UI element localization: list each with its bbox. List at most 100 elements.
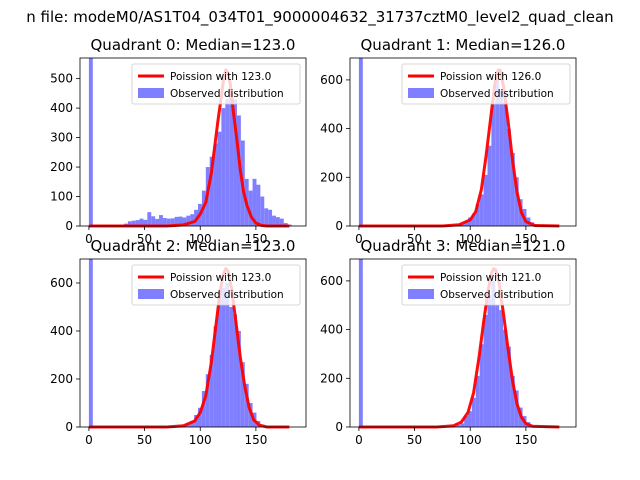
- histogram-bar: [229, 307, 234, 427]
- histogram-bar: [201, 391, 206, 427]
- histogram-bar: [279, 218, 284, 226]
- y-tick-label: 0: [335, 420, 343, 434]
- histogram-bar: [221, 287, 226, 427]
- histogram-bar: [209, 156, 214, 226]
- axes-frame: [79, 57, 307, 227]
- x-tick-label: 50: [137, 232, 152, 246]
- histogram-bar: [475, 204, 480, 226]
- histogram-bar: [499, 89, 504, 226]
- x-tick-label: 0: [85, 433, 93, 447]
- histogram-bar: [236, 331, 241, 427]
- histogram-bar: [205, 374, 210, 427]
- subplot-title: Quadrant 1: Median=126.0: [361, 36, 566, 54]
- histogram-bar: [213, 143, 218, 226]
- histogram-bar: [88, 259, 93, 427]
- y-tick-label: 600: [50, 276, 73, 290]
- subplot-quadrant-2: 0 50 100 150 0 200 400 600 Quadrant 2: Median=12…: [50, 237, 307, 447]
- histogram-bar: [131, 220, 136, 226]
- histogram-bar: [514, 177, 519, 226]
- histogram-bar: [503, 329, 507, 427]
- legend-label-observed: Observed distribution: [440, 88, 554, 100]
- x-tick-label: 50: [407, 433, 422, 447]
- histogram-bar: [495, 79, 500, 226]
- histogram-bar: [233, 99, 237, 226]
- histogram-bar: [272, 215, 276, 226]
- histogram-bar: [244, 383, 249, 427]
- histogram-bar: [471, 213, 476, 226]
- legend-label-poisson: Poission with 126.0: [440, 71, 541, 83]
- x-tick-label: 50: [137, 433, 152, 447]
- y-tick-label: 200: [50, 160, 73, 174]
- histogram-bar: [217, 131, 222, 226]
- histogram-bar: [499, 310, 504, 427]
- histogram-bar: [147, 212, 152, 226]
- histogram-bar: [287, 224, 292, 226]
- x-tick-label: 0: [355, 433, 363, 447]
- histogram-bar: [483, 174, 488, 226]
- y-tick-label: 200: [320, 170, 343, 184]
- legend-bar-swatch: [138, 289, 164, 299]
- legend-label-observed: Observed distribution: [170, 88, 284, 100]
- histogram-bar: [162, 218, 167, 226]
- legend-bar-swatch: [408, 88, 434, 98]
- subplot-title: Quadrant 3: Median=121.0: [361, 237, 566, 255]
- histogram-bar: [268, 209, 273, 226]
- histogram-bar: [460, 423, 465, 427]
- histogram-bar: [190, 421, 195, 427]
- y-tick-label: 0: [65, 219, 73, 233]
- histogram-bar: [475, 375, 480, 427]
- histogram-bar: [483, 315, 488, 427]
- y-tick-label: 200: [320, 371, 343, 385]
- histogram-bar: [468, 411, 472, 427]
- histogram-bar: [479, 344, 484, 427]
- histogram-bar: [248, 190, 253, 226]
- histogram-bar: [468, 217, 472, 226]
- histogram-bar: [233, 314, 237, 427]
- y-tick-label: 300: [50, 131, 73, 145]
- x-tick-label: 100: [459, 232, 482, 246]
- legend-label-poisson: Poission with 123.0: [170, 272, 271, 284]
- y-tick-label: 400: [50, 324, 73, 338]
- histogram-bar: [174, 216, 179, 226]
- y-tick-label: 500: [50, 72, 73, 86]
- histogram-bar: [190, 214, 195, 226]
- histogram-bar: [198, 407, 202, 427]
- subplot-quadrant-0: 0 50 100 150 0 100 200 300 400 500 Quadrant 0: Med…: [50, 36, 307, 246]
- axes-frame: [349, 57, 577, 227]
- histogram-bar: [264, 208, 269, 226]
- histogram-bar: [225, 283, 230, 427]
- y-tick-label: 600: [320, 73, 343, 87]
- histogram-bar: [143, 219, 148, 226]
- histogram-bar: [495, 305, 500, 427]
- histogram-bar: [225, 99, 230, 226]
- histogram-bar: [159, 215, 163, 226]
- histogram-bar: [252, 178, 257, 226]
- histogram-bar: [182, 217, 187, 226]
- subplot-title: Quadrant 2: Median=123.0: [91, 237, 296, 255]
- histogram-bar: [186, 215, 191, 226]
- x-tick-label: 0: [355, 232, 363, 246]
- legend-label-poisson: Poission with 123.0: [170, 71, 271, 83]
- y-tick-label: 400: [50, 101, 73, 115]
- histogram-bar: [506, 128, 511, 226]
- axes-frame: [79, 258, 307, 428]
- x-tick-label: 100: [189, 433, 212, 447]
- histogram-bar: [503, 101, 507, 226]
- x-tick-label: 0: [85, 232, 93, 246]
- subplot-title: Quadrant 0: Median=123.0: [91, 36, 296, 54]
- y-tick-label: 400: [320, 122, 343, 136]
- x-tick-label: 50: [407, 232, 422, 246]
- histogram-bar: [464, 221, 469, 226]
- histogram-bar: [135, 220, 140, 226]
- legend-bar-swatch: [408, 289, 434, 299]
- y-tick-label: 600: [320, 274, 343, 288]
- x-tick-label: 100: [189, 232, 212, 246]
- histogram-bar: [514, 390, 519, 427]
- histogram-bar: [217, 292, 222, 427]
- y-tick-label: 200: [50, 372, 73, 386]
- legend-label-observed: Observed distribution: [440, 289, 554, 301]
- histogram-bar: [155, 218, 160, 226]
- histogram-bar: [221, 108, 226, 226]
- histogram-bar: [510, 152, 515, 226]
